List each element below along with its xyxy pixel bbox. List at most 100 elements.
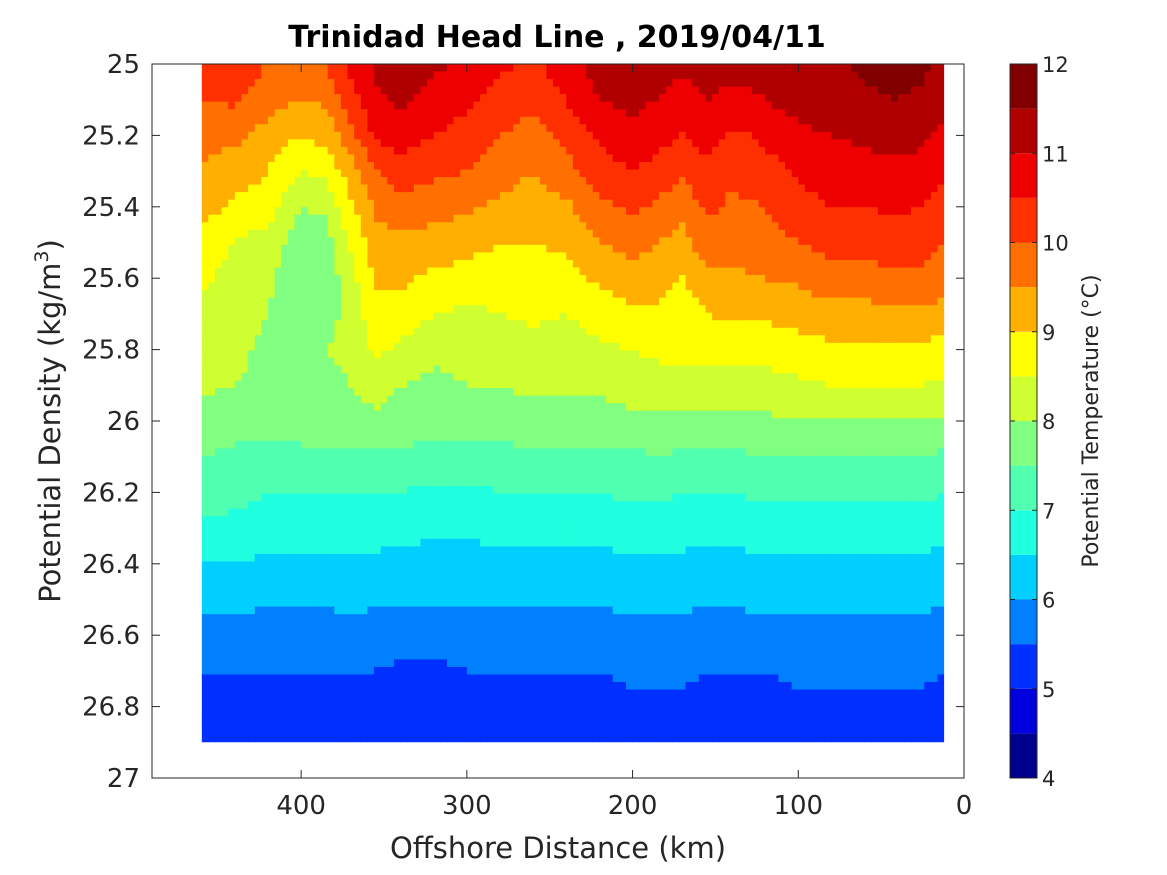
heatmap-cell [234, 335, 243, 344]
heatmap-cell [466, 131, 475, 140]
heatmap-cell [685, 244, 693, 254]
heatmap-cell [234, 350, 243, 359]
heatmap-cell [314, 207, 322, 216]
heatmap-cell [546, 327, 554, 336]
heatmap-cell [420, 139, 428, 148]
heatmap-cell [586, 222, 594, 231]
heatmap-cell [380, 94, 388, 103]
heatmap-cell [791, 312, 799, 321]
heatmap-cell [778, 320, 786, 329]
heatmap-cell [698, 237, 707, 246]
heatmap-cell [625, 124, 634, 133]
heatmap-cell [897, 116, 905, 125]
heatmap-cell [818, 373, 826, 382]
heatmap-cell [758, 244, 766, 254]
heatmap-cell [804, 388, 813, 397]
heatmap-cell [307, 267, 315, 276]
heatmap-cell [765, 229, 773, 238]
heatmap-cell [214, 101, 223, 110]
heatmap-cell [705, 357, 713, 367]
heatmap-cell [924, 64, 932, 73]
heatmap-cell [891, 252, 899, 261]
heatmap-cell [446, 380, 455, 389]
heatmap-cell [672, 101, 680, 110]
heatmap-cell [294, 267, 302, 276]
heatmap-cell [261, 365, 269, 374]
heatmap-cell [857, 214, 866, 223]
heatmap-cell [884, 380, 892, 389]
heatmap-cell [917, 64, 925, 73]
heatmap-cell [745, 214, 753, 223]
heatmap-cell [818, 199, 826, 208]
heatmap-cell [261, 184, 269, 193]
heatmap-cell [473, 282, 481, 291]
heatmap-cell [413, 192, 422, 201]
heatmap-cell [486, 350, 494, 359]
heatmap-cell [665, 146, 673, 156]
heatmap-cell [659, 312, 667, 321]
heatmap-cell [659, 380, 667, 389]
heatmap-cell [340, 267, 349, 276]
heatmap-cell [778, 305, 786, 314]
heatmap-cell [354, 237, 362, 246]
heatmap-cell [632, 192, 640, 201]
heatmap-cell [632, 79, 640, 88]
heatmap-cell [758, 161, 766, 171]
heatmap-cell [526, 282, 534, 291]
heatmap-cell [751, 335, 760, 344]
heatmap-cell [546, 275, 554, 284]
heatmap-cell [652, 350, 660, 359]
heatmap-cell [798, 388, 806, 397]
heatmap-cell [268, 312, 276, 321]
heatmap-cell [440, 350, 448, 359]
heatmap-cell [493, 71, 501, 80]
heatmap-cell [400, 252, 408, 261]
heatmap-cell [864, 101, 872, 110]
heatmap-cell [387, 131, 395, 140]
heatmap-cell [838, 290, 846, 299]
heatmap-cell [208, 146, 216, 156]
heatmap-cell [897, 109, 905, 118]
heatmap-cell [738, 86, 746, 95]
heatmap-cell [771, 131, 779, 140]
heatmap-cell [586, 350, 594, 359]
heatmap-cell [221, 335, 229, 344]
heatmap-cell [473, 305, 481, 314]
heatmap-cell [758, 116, 766, 125]
heatmap-cell [559, 365, 567, 374]
heatmap-cell [413, 395, 422, 404]
heatmap-cell [387, 327, 395, 336]
heatmap-cell [500, 395, 508, 404]
heatmap-cell [851, 388, 859, 397]
heatmap-cell [917, 146, 925, 156]
heatmap-cell [917, 79, 925, 88]
heatmap-cell [453, 139, 461, 148]
heatmap-cell [844, 320, 852, 329]
heatmap-cell [824, 327, 833, 336]
heatmap-cell [685, 259, 693, 269]
heatmap-cell [665, 244, 673, 254]
heatmap-cell [314, 86, 322, 95]
heatmap-cell [480, 139, 488, 148]
heatmap-cell [844, 109, 852, 118]
heatmap-cell [261, 395, 269, 404]
heatmap-cell [334, 184, 342, 193]
heatmap-cell [453, 327, 461, 336]
heatmap-cell [844, 297, 852, 306]
heatmap-cell [632, 184, 640, 193]
heatmap-cell [824, 365, 833, 374]
heatmap-cell [354, 116, 362, 125]
heatmap-cell [572, 124, 581, 133]
heatmap-cell [287, 275, 296, 284]
heatmap-cell [287, 380, 296, 389]
heatmap-cell [440, 101, 448, 110]
heatmap-cell [599, 86, 607, 95]
heatmap-cell [632, 237, 640, 246]
heatmap-cell [705, 335, 713, 344]
heatmap-cell [340, 335, 349, 344]
heatmap-cell [254, 395, 262, 404]
heatmap-cell [360, 214, 369, 223]
heatmap-cell [347, 94, 355, 103]
heatmap-cell [526, 252, 534, 261]
heatmap-cell [254, 327, 262, 336]
